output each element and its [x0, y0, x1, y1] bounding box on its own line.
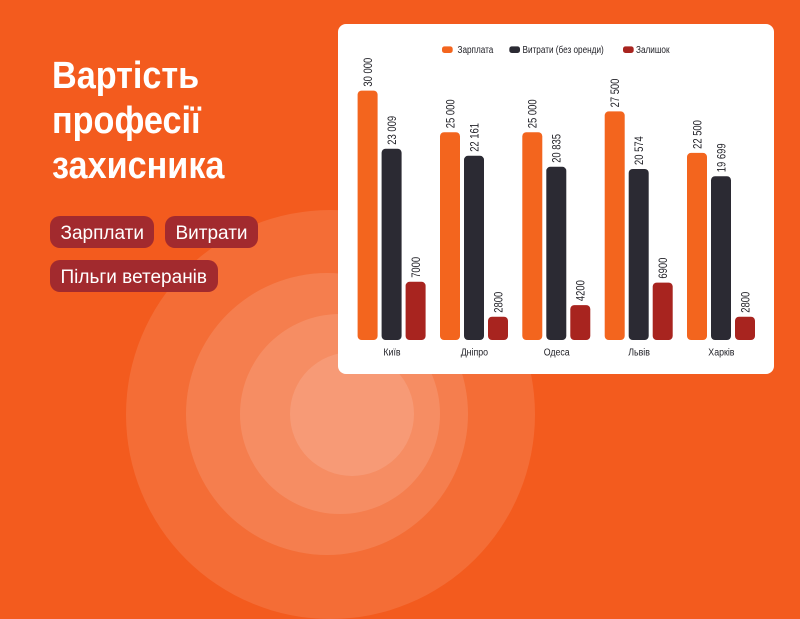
- svg-text:Зарплата: Зарплата: [458, 43, 494, 55]
- svg-text:20 574: 20 574: [633, 136, 646, 165]
- svg-text:4200: 4200: [575, 280, 588, 301]
- svg-text:19 699: 19 699: [715, 143, 728, 172]
- svg-text:Одеса: Одеса: [544, 347, 571, 359]
- svg-text:23 009: 23 009: [386, 116, 399, 145]
- svg-text:Залишок: Залишок: [636, 43, 670, 55]
- svg-text:20 835: 20 835: [551, 134, 564, 163]
- svg-text:Львів: Львів: [628, 347, 650, 359]
- svg-text:2800: 2800: [739, 292, 752, 313]
- svg-text:Харків: Харків: [708, 347, 734, 359]
- svg-text:Дніпро: Дніпро: [461, 347, 488, 359]
- svg-text:30 000: 30 000: [362, 58, 375, 87]
- svg-text:27 500: 27 500: [609, 78, 622, 107]
- svg-text:6900: 6900: [657, 258, 670, 279]
- svg-text:22 500: 22 500: [691, 120, 704, 149]
- svg-text:2800: 2800: [492, 292, 505, 313]
- svg-text:7000: 7000: [410, 257, 423, 278]
- svg-text:25 000: 25 000: [444, 99, 457, 128]
- svg-text:Витрати (без оренди): Витрати (без оренди): [523, 43, 604, 55]
- svg-text:Київ: Київ: [383, 347, 400, 359]
- svg-text:25 000: 25 000: [527, 99, 540, 128]
- svg-text:22 161: 22 161: [468, 123, 481, 152]
